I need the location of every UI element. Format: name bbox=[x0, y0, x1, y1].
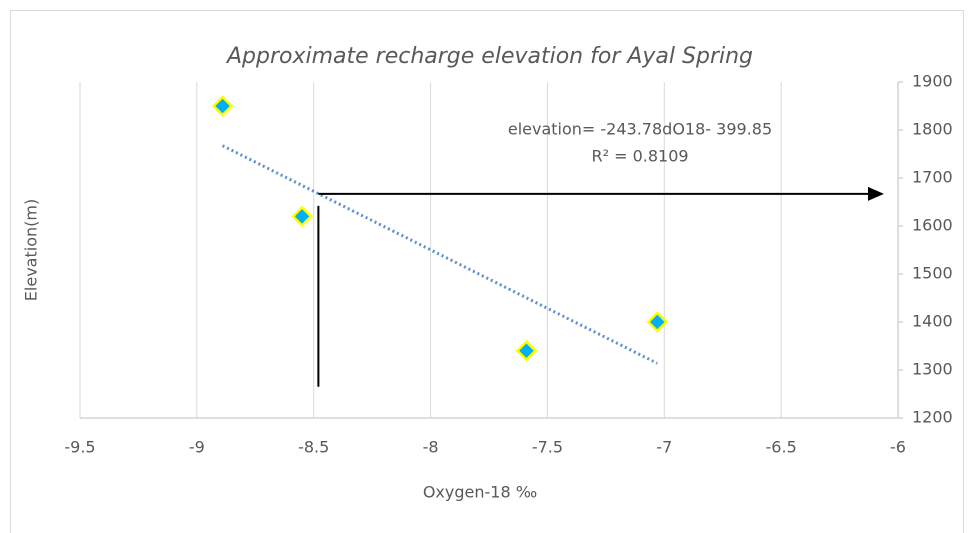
y-tick-label: 1600 bbox=[912, 216, 953, 235]
y-tick-label: 1900 bbox=[912, 72, 953, 91]
chart-frame bbox=[10, 10, 964, 533]
y-tick-label: 1800 bbox=[912, 120, 953, 139]
x-tick-label: -9 bbox=[189, 438, 205, 457]
x-tick-label: -7 bbox=[656, 438, 672, 457]
x-tick-label: -8.5 bbox=[298, 438, 329, 457]
x-tick-label: -9.5 bbox=[64, 438, 95, 457]
chart-title: Approximate recharge elevation for Ayal … bbox=[225, 44, 753, 69]
data-point bbox=[211, 95, 234, 117]
trendline-equation: elevation= -243.78dO18- 399.85 bbox=[508, 120, 772, 139]
x-tick-label: -6 bbox=[890, 438, 906, 457]
y-tick-label: 1500 bbox=[912, 264, 953, 283]
x-tick-label: -7.5 bbox=[532, 438, 563, 457]
y-tick-label: 1700 bbox=[912, 168, 953, 187]
x-tick-label: -6.5 bbox=[766, 438, 797, 457]
trendline-r2: R² = 0.8109 bbox=[591, 147, 688, 166]
trendline bbox=[221, 144, 658, 365]
data-point bbox=[515, 340, 538, 362]
y-tick-label: 1400 bbox=[912, 312, 953, 331]
y-axis-label: Elevation(m) bbox=[22, 199, 41, 301]
guide-arrowhead bbox=[867, 186, 884, 201]
data-point bbox=[646, 311, 669, 333]
y-tick-label: 1300 bbox=[912, 360, 953, 379]
data-point bbox=[291, 205, 313, 228]
x-tick-label: -8 bbox=[423, 438, 439, 457]
y-tick-label: 1200 bbox=[912, 408, 953, 427]
x-axis-label: Oxygen-18 ‰ bbox=[423, 483, 537, 502]
